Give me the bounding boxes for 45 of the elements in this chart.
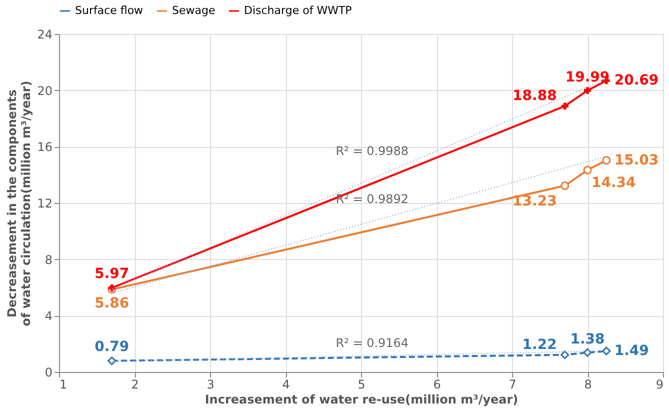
annotation: R² = 0.9164 [336, 336, 409, 350]
point [584, 86, 592, 94]
point [583, 348, 592, 357]
point [583, 166, 592, 174]
point [560, 181, 570, 190]
annotation: R² = 0.9892 [336, 192, 409, 206]
y-tick-label: 12 [37, 196, 52, 210]
data-label: 14.34 [592, 175, 636, 192]
x-tick-label: 9 [656, 378, 664, 392]
legend-label: Discharge of WWTP [244, 4, 352, 17]
y-tick-label: 20 [37, 84, 52, 98]
x-tick-label: 5 [358, 378, 366, 392]
data-label: 13.23 [512, 194, 557, 210]
y-tick-label: 24 [37, 28, 52, 42]
data-label: 5.97 [94, 266, 130, 282]
data-label: 1.49 [614, 343, 649, 360]
data-label: 15.03 [614, 152, 659, 168]
x-tick-label: 1 [60, 378, 68, 392]
data-label: 1.38 [570, 332, 605, 348]
point [108, 284, 116, 292]
x-tick-label: 8 [584, 378, 592, 392]
point [602, 156, 611, 165]
legend-label: Sewage [172, 4, 216, 17]
x-axis-title: Increasement of water re-use(million m³/year) [204, 392, 518, 406]
x-tick-label: 7 [508, 378, 516, 392]
x-tick-label: 3 [206, 378, 214, 392]
y-tick-label: 0 [44, 366, 52, 380]
x-tick-label: 2 [131, 378, 139, 392]
y-tick-label: 4 [44, 309, 52, 324]
point [108, 356, 116, 366]
data-label: 20.69 [614, 72, 659, 89]
data-label: 0.79 [94, 338, 130, 355]
data-label: 5.86 [94, 295, 130, 312]
data-label: 18.88 [512, 88, 557, 104]
y-tick-label: 16 [37, 140, 52, 154]
data-label: 1.22 [522, 336, 557, 353]
y-tick-label: 8 [44, 252, 52, 267]
x-tick-label: 4 [282, 378, 290, 392]
point [561, 102, 568, 110]
x-tick-label: 6 [433, 378, 441, 392]
point [560, 350, 570, 360]
annotation: R² = 0.9988 [336, 144, 409, 158]
point [602, 346, 611, 356]
legend-label: Surface flow [75, 4, 144, 17]
y-axis-title: Decreasement in the components of water circulation(million m³/year) [5, 80, 34, 326]
